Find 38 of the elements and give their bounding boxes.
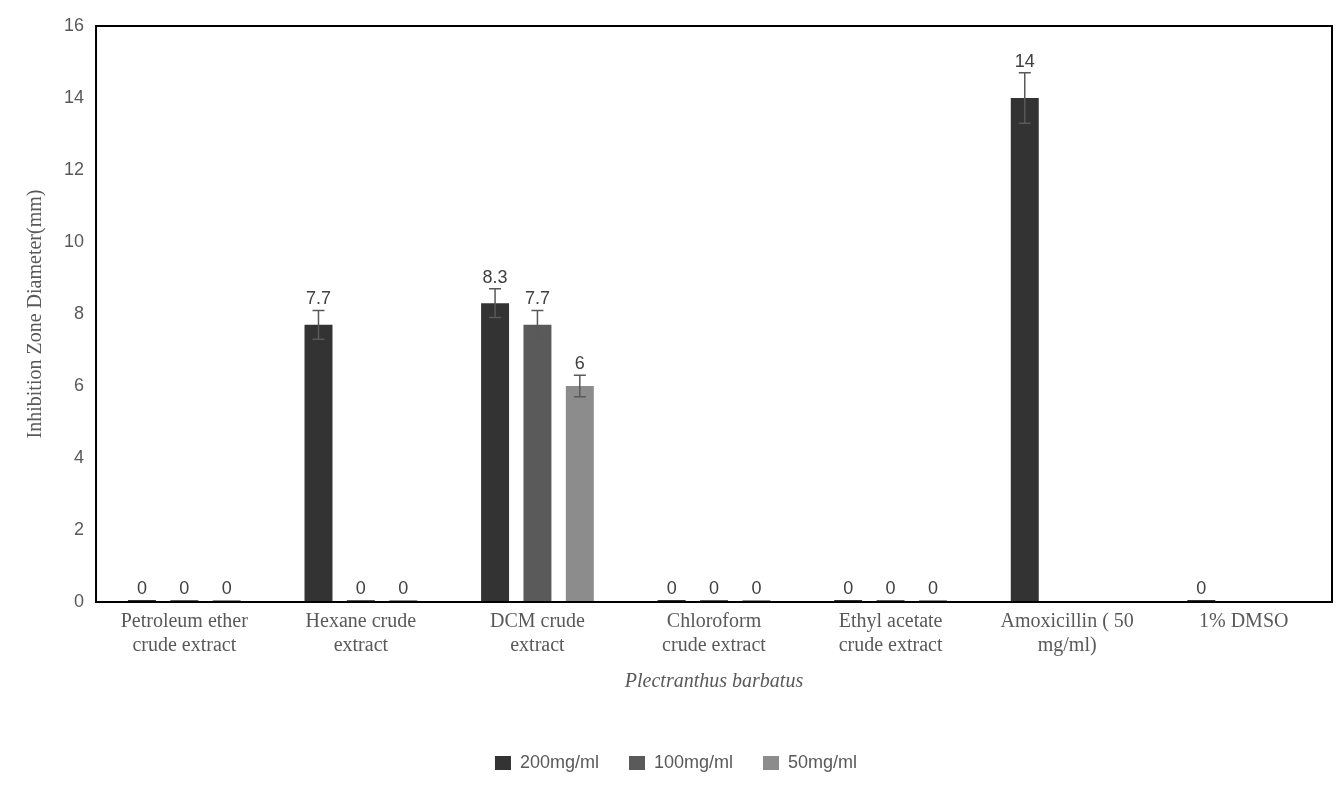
data-label: 7.7 — [305, 288, 332, 309]
x-tick-label: 1% DMSO — [1198, 609, 1289, 632]
data-label: 0 — [179, 577, 190, 598]
data-label: 0 — [398, 577, 409, 598]
y-tick-label: 8 — [74, 302, 85, 323]
y-tick-label: 16 — [63, 14, 85, 35]
data-label: 14 — [1014, 50, 1035, 71]
data-label: 0 — [1196, 577, 1207, 598]
x-tick-label: Ethyl acetate crude extract — [838, 609, 943, 656]
y-tick-label: 10 — [63, 230, 85, 251]
data-label: 8.3 — [482, 266, 508, 287]
data-label: 0 — [843, 577, 854, 598]
y-tick-label: 0 — [74, 590, 85, 611]
x-tick-label: Chloroform crude extract — [662, 609, 767, 656]
x-tick-label: Amoxicillin ( 50 mg/ml) — [1000, 609, 1134, 657]
data-label: 0 — [927, 577, 938, 598]
legend-label: 200mg/ml — [519, 751, 599, 772]
legend-label: 50mg/ml — [788, 751, 858, 772]
data-label: 7.7 — [524, 288, 550, 309]
y-tick-label: 6 — [74, 374, 85, 395]
y-tick-label: 2 — [74, 518, 85, 539]
y-axis-title: Inhibition Zone Diameter(mm) — [23, 189, 47, 439]
legend-label: 100mg/ml — [653, 751, 734, 772]
x-axis-title: Plectranthus barbatus — [623, 669, 804, 692]
y-tick-label: 14 — [63, 86, 85, 107]
data-label: 0 — [355, 577, 366, 598]
data-label: 0 — [221, 577, 232, 598]
x-tick-label: Hexane crude extract — [305, 609, 417, 656]
data-label: 0 — [751, 577, 762, 598]
y-tick-label: 4 — [74, 446, 85, 467]
data-label: 0 — [709, 577, 720, 598]
data-label: 6 — [574, 353, 585, 374]
data-label: 0 — [666, 577, 677, 598]
x-tick-label: Petroleum ether crude extract — [120, 609, 249, 656]
data-label: 0 — [885, 577, 896, 598]
x-tick-label: DCM crude extract — [489, 609, 586, 656]
data-label: 0 — [136, 577, 147, 598]
y-tick-label: 12 — [63, 158, 85, 179]
